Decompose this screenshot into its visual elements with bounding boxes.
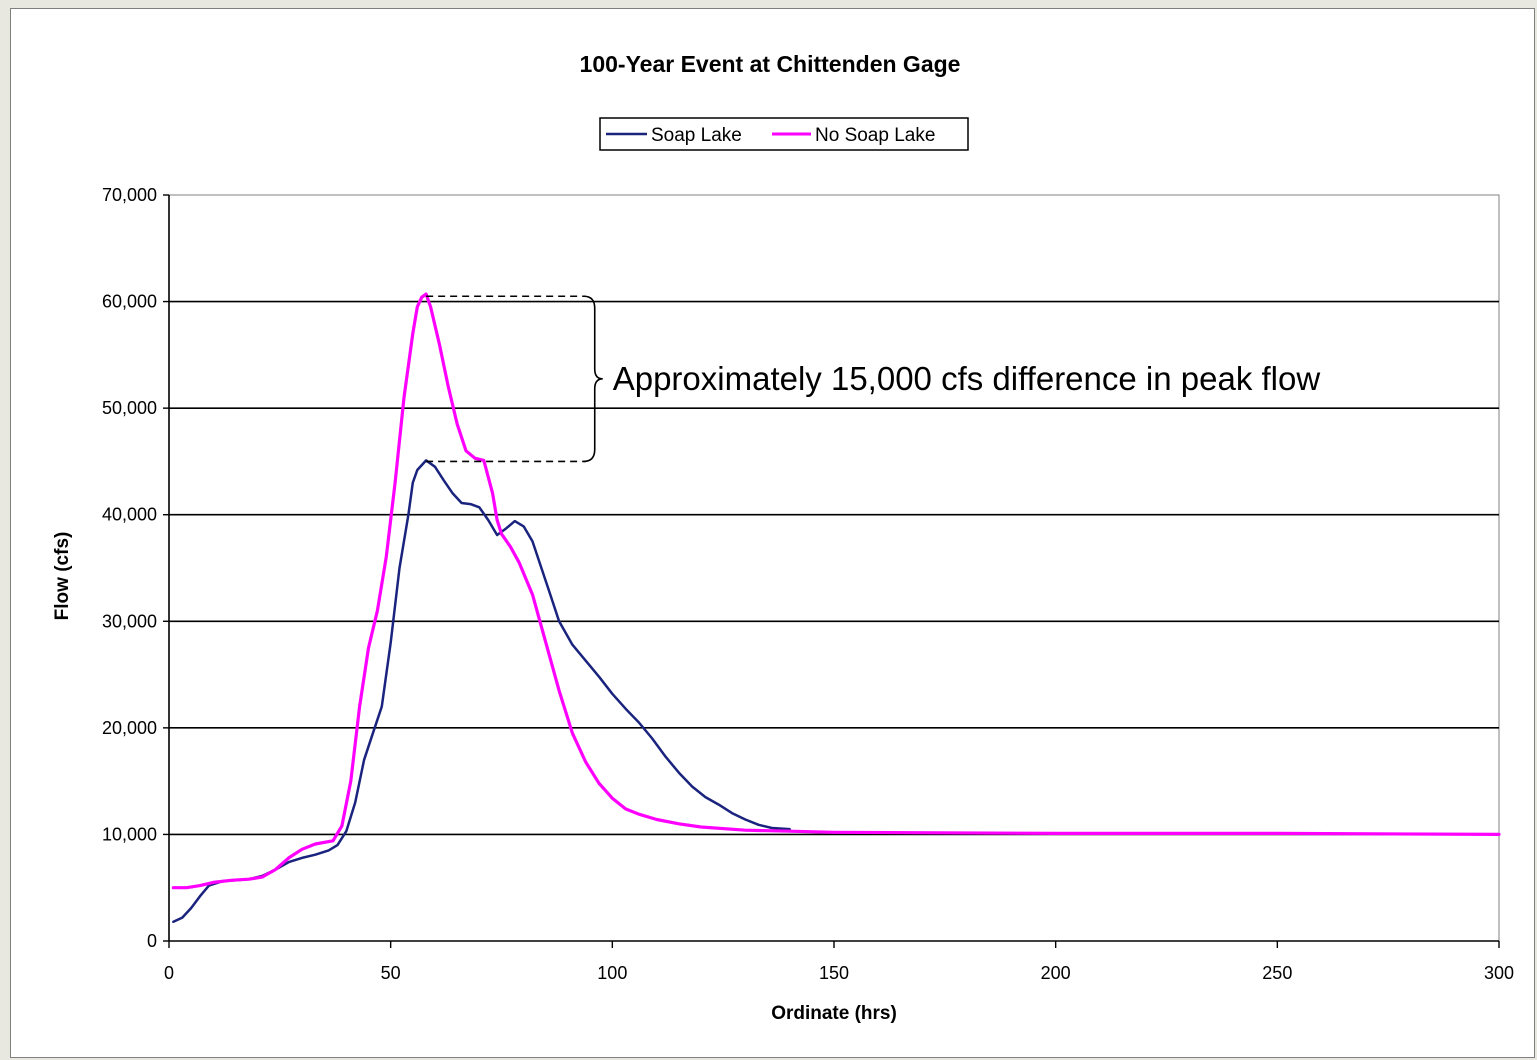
x-tick-label-1: 50	[381, 963, 401, 983]
y-tick-label-4: 40,000	[102, 505, 157, 525]
annotation-layer: Approximately 15,000 cfs difference in p…	[426, 295, 1321, 463]
y-tick-label-6: 60,000	[102, 292, 157, 312]
plot-area	[168, 194, 1500, 942]
series-layer	[171, 292, 1501, 924]
chart-svg: 100-Year Event at Chittenden Gage Soap L…	[52, 51, 1514, 1024]
x-tick-label-5: 250	[1262, 963, 1292, 983]
y-tick-label-7: 70,000	[102, 185, 157, 205]
x-tick-label-4: 200	[1041, 963, 1071, 983]
x-axis-title: Ordinate (hrs)	[771, 1003, 897, 1024]
grid-lines	[169, 300, 1499, 836]
y-axis-title: Flow (cfs)	[52, 532, 73, 621]
x-tick-label-3: 150	[819, 963, 849, 983]
legend-label-no-soap-lake: No Soap Lake	[815, 125, 935, 146]
legend-label-soap-lake: Soap Lake	[651, 125, 742, 146]
legend: Soap Lake No Soap Lake	[599, 117, 969, 151]
series-line-no-soap-lake	[171, 292, 1501, 890]
y-tick-label-1: 10,000	[102, 824, 157, 844]
y-tick-label-3: 30,000	[102, 611, 157, 631]
plot-background	[168, 194, 1500, 942]
chart-frame: 100-Year Event at Chittenden Gage Soap L…	[10, 8, 1535, 1058]
chart-title: 100-Year Event at Chittenden Gage	[580, 51, 961, 77]
y-tick-label-0: 0	[147, 931, 157, 951]
axes	[163, 194, 1500, 948]
y-tick-label-2: 20,000	[102, 718, 157, 738]
annotation-text: Approximately 15,000 cfs difference in p…	[613, 360, 1321, 397]
y-tick-label-5: 50,000	[102, 398, 157, 418]
x-tick-label-2: 100	[597, 963, 627, 983]
x-tick-label-6: 300	[1484, 963, 1514, 983]
annotation-brace	[583, 295, 603, 463]
x-tick-label-0: 0	[164, 963, 174, 983]
tick-labels: 0 10,000 20,000 30,000 40,000 50,000 60,000 70,…	[102, 185, 1514, 983]
